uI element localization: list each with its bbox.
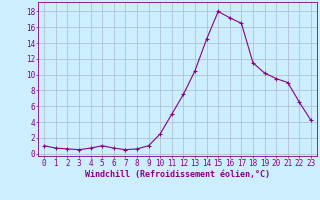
X-axis label: Windchill (Refroidissement éolien,°C): Windchill (Refroidissement éolien,°C) <box>85 170 270 179</box>
